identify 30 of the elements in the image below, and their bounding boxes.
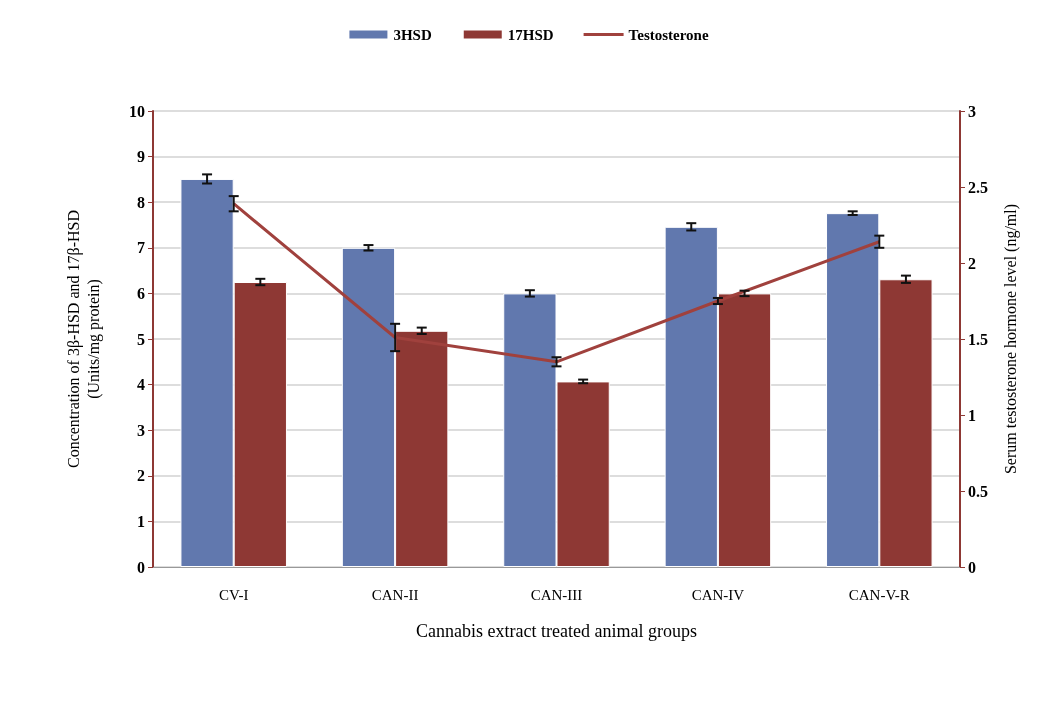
x-tick-label: CAN-V-R [848,586,910,603]
y-tick-label: 1 [137,512,145,530]
x-tick-label: CAN-IV [691,586,745,603]
line-series [232,202,881,364]
y-tick-label: 5 [137,330,145,348]
y2-axis-title: Serum testosterone hormone level (ng/ml) [1001,203,1020,475]
y2-tick-label: 2.5 [968,178,988,196]
y-tick-label: 10 [129,102,145,120]
legend-label: 3HSD [393,26,432,43]
y-axis-title: Concentration of 3β-HSD and 17β-HSD (Units/mg protein) [64,209,103,469]
y-tick-label: 0 [137,558,145,576]
y2-tick-label: 3 [968,102,976,120]
y-tick-label: 6 [137,284,145,302]
y2-tick-label: 2 [968,254,976,272]
x-tick-label: CAN-II [371,586,419,603]
x-tick-label: CAN-III [530,586,583,603]
y2-tick-label: 1.5 [968,330,988,348]
y2-tick-label: 0 [968,558,976,576]
y-tick-label: 8 [137,193,145,211]
legend-label: Testosterone [628,26,709,43]
x-axis-title: Cannabis extract treated animal groups [416,621,697,641]
y-tick-label: 2 [137,467,145,485]
y2-tick-label: 1 [968,406,976,424]
y-tick-label: 3 [137,421,145,439]
y-tick-label: 4 [137,376,145,394]
y2-tick-label: 0.5 [968,482,988,500]
x-tick-label: CV-I [218,586,249,603]
y-tick-label: 7 [137,239,145,257]
legend-label: 17HSD [507,26,554,43]
y-tick-label: 9 [137,148,145,166]
